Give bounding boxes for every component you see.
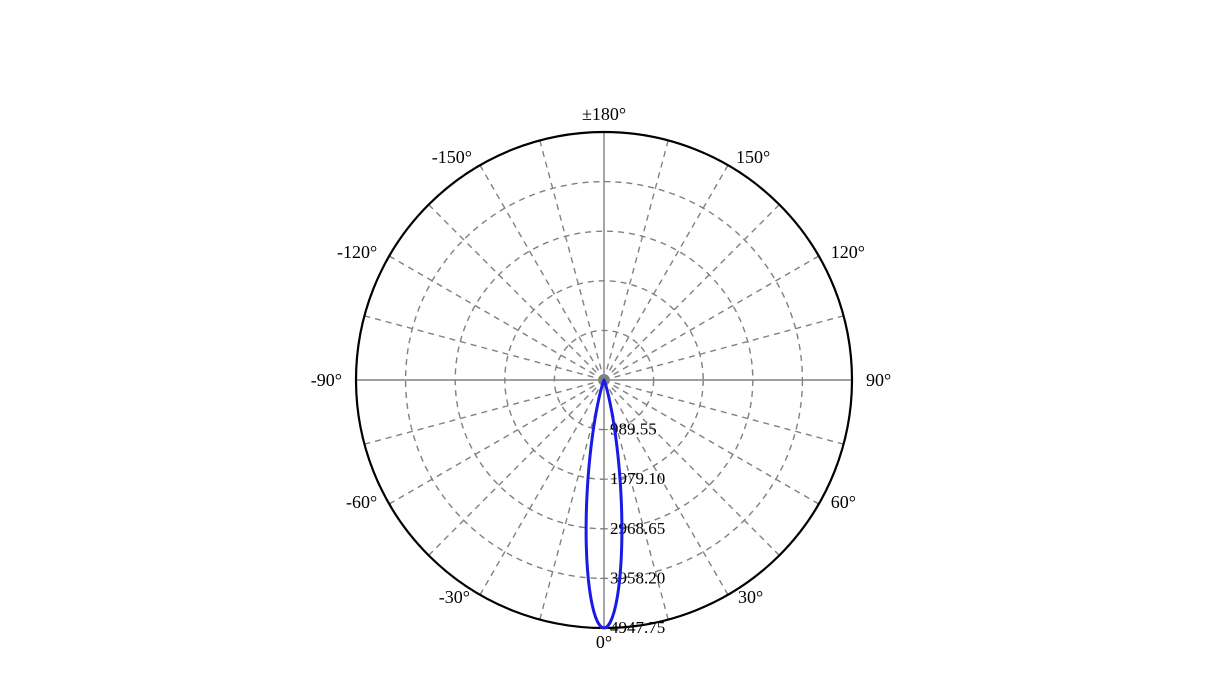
radial-tick-label: 4947.75 — [610, 618, 665, 637]
angle-label: -30° — [439, 587, 470, 607]
angle-label: 150° — [736, 147, 770, 167]
polar-chart-svg: 0°30°60°90°120°150°±180°-150°-120°-90°-6… — [0, 0, 1218, 689]
angle-label: 90° — [866, 370, 891, 390]
polar-chart-container: 0°30°60°90°120°150°±180°-150°-120°-90°-6… — [0, 0, 1218, 689]
radial-tick-label: 2968.65 — [610, 519, 665, 538]
angle-label: -90° — [311, 370, 342, 390]
angle-label: 60° — [831, 492, 856, 512]
angle-label: -60° — [346, 492, 377, 512]
angle-label: 120° — [831, 242, 865, 262]
angle-label: -120° — [337, 242, 377, 262]
angle-label: ±180° — [582, 104, 626, 124]
angle-label: 30° — [738, 587, 763, 607]
angle-label: -150° — [432, 147, 472, 167]
